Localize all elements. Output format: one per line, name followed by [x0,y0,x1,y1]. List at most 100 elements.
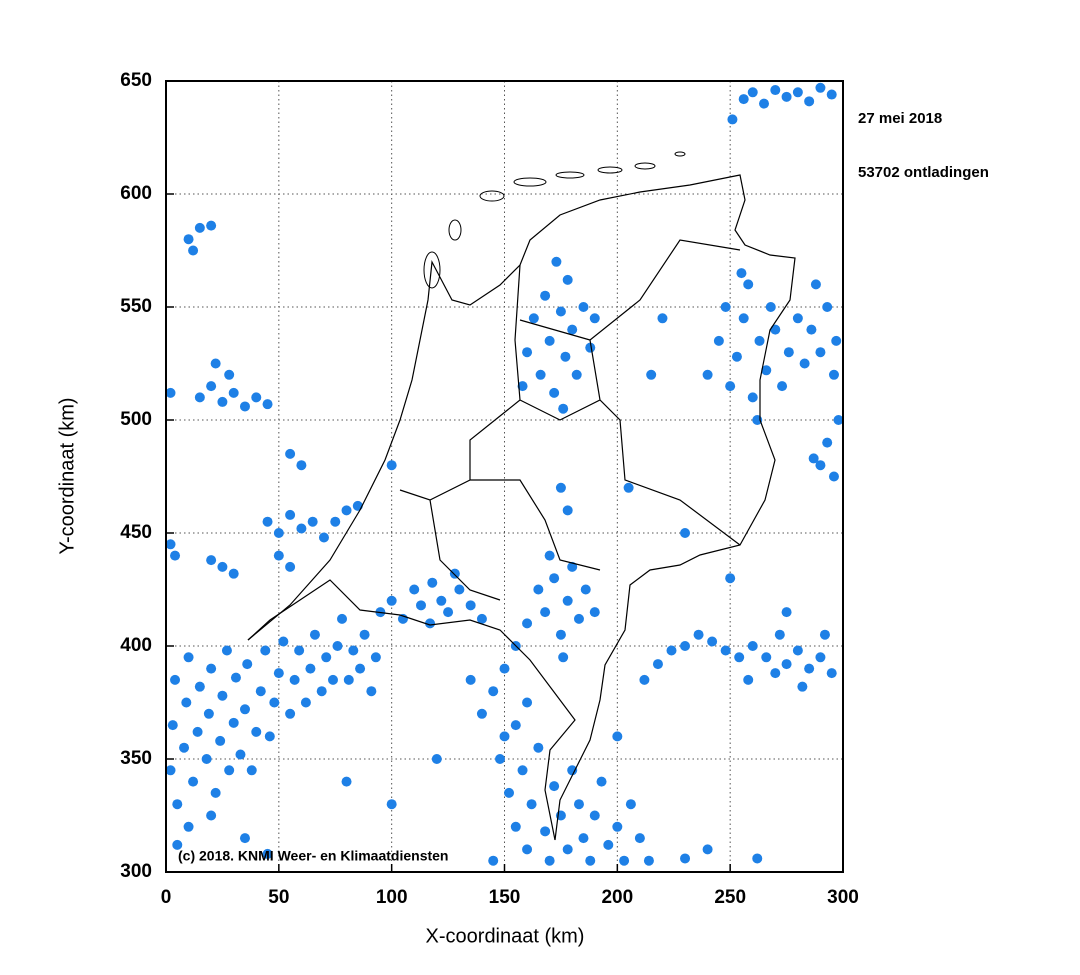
discharge-point [731,351,742,362]
discharge-point [285,448,296,459]
discharge-point [752,853,763,864]
discharge-point [777,381,788,392]
discharge-point [172,839,183,850]
discharge-point [318,532,329,543]
discharge-point [806,324,817,335]
discharge-point [533,584,544,595]
discharge-point [224,369,235,380]
discharge-point [533,742,544,753]
discharge-point [725,381,736,392]
discharge-point [804,663,815,674]
discharge-point [549,781,560,792]
discharge-point [217,561,228,572]
province-lines [399,239,741,601]
discharge-point [321,652,332,663]
discharge-point [431,754,442,764]
discharge-point [300,697,311,708]
discharge-point [828,369,839,380]
discharge-point [759,98,770,109]
discharge-point [170,550,181,561]
discharge-point [558,652,569,663]
discharge-point [792,645,803,656]
discharge-point [544,550,555,561]
discharge-point [680,528,691,538]
discharge-point [573,799,584,810]
island [555,171,585,179]
x-axis-title: X-coordinaat (km) [426,925,585,947]
discharge-point [239,833,250,844]
discharge-point [815,460,826,471]
discharge-point [221,645,232,656]
discharge-point [465,674,476,685]
y-tick-label: 550 [120,296,152,317]
discharge-point [370,652,381,663]
discharge-point [544,335,555,346]
discharge-point [499,731,510,742]
x-tick-label: 300 [827,887,859,908]
discharge-point [612,821,623,832]
discharge-point [781,607,792,618]
discharge-point [567,765,578,776]
discharge-point [242,659,253,670]
discharge-point [831,335,842,346]
discharge-point [770,324,781,335]
discharge-point [264,731,275,742]
discharge-point [702,369,713,380]
discharge-point [578,302,589,312]
discharge-point [743,674,754,685]
discharge-point [562,595,573,606]
discharge-point [454,584,465,595]
discharge-point [181,697,192,708]
discharge-point [815,82,826,93]
y-tick-label: 450 [120,522,152,543]
discharge-point [833,415,844,425]
discharge-point [770,85,781,96]
discharge-point [639,674,650,685]
discharge-point [528,313,539,324]
discharge-point [526,799,537,810]
discharge-point [540,607,551,618]
discharge-point [476,708,487,719]
discharge-point [558,403,569,414]
discharge-point [436,595,447,606]
discharge-point [797,681,808,692]
discharge-point [567,324,578,335]
discharge-point [449,568,460,579]
discharge-point [725,573,736,584]
y-tick-label: 650 [120,70,152,91]
x-tick-label: 250 [714,887,746,908]
discharge-point [585,342,596,353]
discharge-point [488,686,499,697]
discharge-point [183,652,194,663]
discharge-point [826,89,837,100]
discharge-point [504,787,515,798]
discharge-point [774,629,785,640]
discharge-point [680,641,691,651]
discharge-point [332,641,343,651]
discharge-point [427,577,438,588]
discharge-point [652,659,663,670]
discharge-point [246,765,257,776]
discharge-point [826,668,837,679]
discharge-point [443,607,454,618]
discharge-point [693,629,704,640]
discharge-point [269,697,280,708]
discharge-point [736,268,747,279]
discharge-point [589,810,600,821]
discharge-point [738,313,749,324]
discharge-point [707,636,718,647]
discharge-point [194,222,205,233]
discharge-point [612,731,623,742]
discharge-point [355,663,366,674]
discharge-point [285,509,296,520]
map-outline [247,151,796,841]
discharge-point [217,396,228,407]
copyright: (c) 2018. KNMI Weer- en Klimaatdiensten [178,848,448,864]
discharge-point [522,618,533,629]
discharge-point [819,629,830,640]
count-label: 53702 ontladingen [858,164,989,181]
discharge-point [239,704,250,715]
discharge-point [810,279,821,290]
discharge-point [330,516,341,527]
discharge-point [296,460,307,471]
